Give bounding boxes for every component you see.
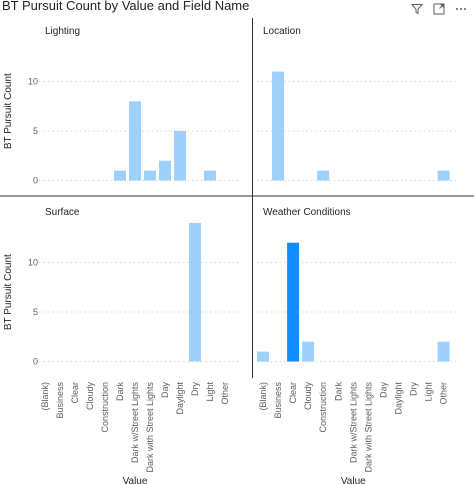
y-tick-label: 0 <box>33 357 38 367</box>
x-tick-label: Light <box>424 382 434 402</box>
bar-lighting-dark-with-street-lights <box>144 170 156 181</box>
x-tick-label: Cloudy <box>85 382 95 411</box>
bar-location-construction <box>317 170 330 181</box>
y-tick-label: 0 <box>33 176 38 186</box>
bar-weather-conditions-clear <box>287 242 300 362</box>
x-tick-label: Dry <box>190 382 200 396</box>
panel-title-weather-conditions: Weather Conditions <box>263 207 351 218</box>
x-tick-label: Clear <box>288 382 298 404</box>
x-tick-label: Day <box>160 382 170 399</box>
x-tick-label: Cloudy <box>303 382 313 411</box>
bar-surface-dry <box>189 222 201 362</box>
y-tick-label: 5 <box>33 307 38 317</box>
panel-title-location: Location <box>263 26 301 37</box>
y-axis-title: BT Pursuit Count <box>3 254 14 330</box>
x-tick-label: Clear <box>70 382 80 404</box>
x-tick-label: Daylight <box>393 382 403 415</box>
x-tick-label: Construction <box>100 382 110 433</box>
bar-lighting-day <box>159 160 171 181</box>
x-tick-label: Business <box>55 382 65 419</box>
bar-weather-conditions-other <box>437 341 450 362</box>
x-tick-label: Dry <box>409 382 419 396</box>
x-tick-label: Day <box>378 382 388 399</box>
bar-location-business <box>272 71 285 181</box>
bar-lighting-light <box>204 170 216 181</box>
x-tick-label: Dark with Street Lights <box>363 382 373 473</box>
visual-header-toolbar <box>410 2 468 16</box>
y-tick-label: 10 <box>28 258 38 268</box>
x-tick-label: Other <box>439 382 449 405</box>
x-tick-label: Construction <box>318 382 328 433</box>
y-tick-label: 5 <box>33 126 38 136</box>
bar-weather-conditions-cloudy <box>302 341 315 362</box>
x-tick-label: Business <box>273 382 283 419</box>
bar-lighting-dark <box>114 170 126 181</box>
x-tick-label: Dark <box>115 382 125 402</box>
x-tick-label: Daylight <box>175 382 185 415</box>
bar-lighting-daylight <box>174 131 186 181</box>
bar-location-other <box>437 170 450 181</box>
filter-icon[interactable] <box>410 2 424 16</box>
panel-title-surface: Surface <box>45 207 80 218</box>
x-tick-label: Dark <box>333 382 343 402</box>
x-tick-label: (Blank) <box>40 382 50 411</box>
y-tick-label: 10 <box>28 77 38 87</box>
panel-title-lighting: Lighting <box>45 26 80 37</box>
bar-weather-conditions-blank <box>257 351 269 362</box>
x-tick-label: Dark w/Street Lights <box>130 382 140 464</box>
x-tick-label: Dark with Street Lights <box>145 382 155 473</box>
x-axis-title: Value <box>123 476 148 484</box>
x-tick-label: Dark w/Street Lights <box>348 382 358 464</box>
bar-lighting-dark-w-street-lights <box>129 101 141 181</box>
x-axis-title: Value <box>341 476 366 484</box>
more-options-icon[interactable] <box>454 2 468 16</box>
focus-mode-icon[interactable] <box>432 2 446 16</box>
x-tick-label: Light <box>205 382 215 402</box>
x-tick-label: Other <box>220 382 230 405</box>
x-tick-label: (Blank) <box>258 382 268 411</box>
y-axis-title: BT Pursuit Count <box>3 73 14 149</box>
chart-title: BT Pursuit Count by Value and Field Name <box>2 0 250 13</box>
